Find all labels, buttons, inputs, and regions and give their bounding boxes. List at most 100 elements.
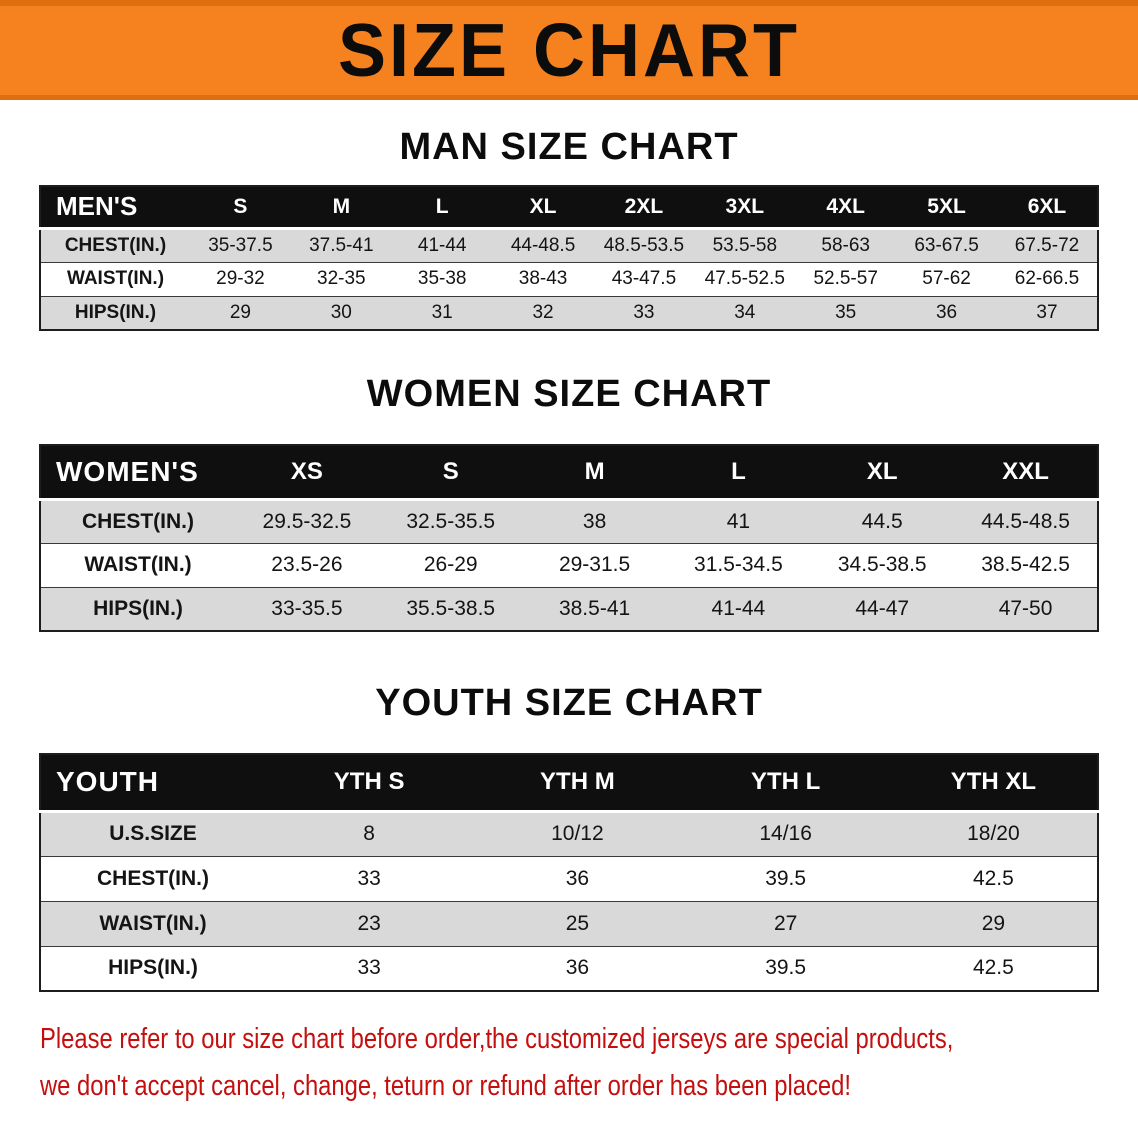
measurement-row: WAIST(IN.) 23.5-26 26-29 29-31.5 31.5-34.5 34… xyxy=(40,543,1098,587)
size-value-cell: 33 xyxy=(357,956,381,980)
size-value-cell: 43-47.5 xyxy=(611,268,677,289)
row-label: HIPS(IN.) xyxy=(93,596,183,620)
men-size-table: MEN'S S M L XL 2XL 3XL 4XL 5XL 6XL CHEST(IN.) 35-37… xyxy=(39,185,1099,331)
size-value-cell: 53.5-58 xyxy=(712,234,778,256)
size-value-cell: 52.5-57 xyxy=(813,268,878,289)
size-value-cell: 35-38 xyxy=(417,268,467,289)
section-men: MAN SIZE CHART MEN'S S M L XL 2XL 3XL 4XL 5XL 6XL C… xyxy=(0,126,1138,331)
disclaimer-line-1: Please refer to our size chart before or… xyxy=(40,1023,954,1055)
men-section-heading: MAN SIZE CHART xyxy=(399,126,739,168)
size-value-cell: 41-44 xyxy=(711,596,766,620)
size-value-cell: 42.5 xyxy=(972,956,1014,980)
size-value-cell: 37.5-41 xyxy=(309,234,374,256)
row-label: WAIST(IN.) xyxy=(99,911,207,935)
youth-size-table: YOUTH YTH S YTH M YTH L YTH XL U.S.SIZE 8 10/12… xyxy=(39,753,1099,992)
size-value-cell: 48.5-53.5 xyxy=(603,234,685,256)
chart-sections: MAN SIZE CHART MEN'S S M L XL 2XL 3XL 4XL 5XL 6XL C… xyxy=(0,126,1138,992)
header-row: WOMEN'S XS S M L XL XXL xyxy=(40,445,1098,501)
size-value-cell: 58-63 xyxy=(821,234,870,256)
disclaimer-line-2: we don't accept cancel, change, teturn o… xyxy=(40,1070,851,1102)
size-value-cell: 47-50 xyxy=(998,596,1053,620)
size-value-cell: 10/12 xyxy=(551,822,604,845)
size-value-cell: 63-67.5 xyxy=(914,234,979,256)
size-value-cell: 32.5-35.5 xyxy=(406,509,496,533)
measurement-row: HIPS(IN.) 29 30 31 32 33 34 35 36 37 xyxy=(40,296,1098,330)
table-title: YOUTH xyxy=(40,754,265,813)
row-label: CHEST(IN.) xyxy=(97,866,209,890)
size-column-header: YTH S xyxy=(265,754,474,813)
size-value-cell: 30 xyxy=(330,301,352,323)
measurement-row: HIPS(IN.) 33-35.5 35.5-38.5 38.5-41 41-44 44-… xyxy=(40,587,1098,631)
size-value-cell: 35-37.5 xyxy=(208,234,273,256)
measurement-row: CHEST(IN.) 33 36 39.5 42.5 xyxy=(40,856,1098,901)
size-value-cell: 23 xyxy=(357,911,381,935)
size-column-header: 5XL xyxy=(896,186,997,230)
size-column-header: L xyxy=(666,445,811,501)
size-value-cell: 39.5 xyxy=(765,956,807,980)
size-value-cell: 44-48.5 xyxy=(510,234,576,256)
size-value-cell: 36 xyxy=(935,301,958,323)
measurement-row: CHEST(IN.) 29.5-32.5 32.5-35.5 38 41 44.5 44.5… xyxy=(40,499,1098,543)
size-value-cell: 41 xyxy=(726,509,751,533)
size-value-cell: 34.5-38.5 xyxy=(837,553,927,576)
size-value-cell: 47.5-52.5 xyxy=(704,268,785,289)
size-value-cell: 29-31.5 xyxy=(558,553,631,576)
size-column-header: S xyxy=(378,445,523,501)
size-value-cell: 8 xyxy=(363,822,375,845)
size-value-cell: 14/16 xyxy=(759,822,812,845)
size-column-header: XL xyxy=(810,445,955,501)
size-value-cell: 33 xyxy=(633,301,655,323)
size-value-cell: 38 xyxy=(582,509,607,533)
row-label: U.S.SIZE xyxy=(109,822,197,845)
row-label: HIPS(IN.) xyxy=(74,301,157,323)
table-title: MEN'S xyxy=(40,186,190,230)
measurement-row: U.S.SIZE 8 10/12 14/16 18/20 xyxy=(40,811,1098,856)
size-value-cell: 31.5-34.5 xyxy=(694,553,783,576)
size-value-cell: 35 xyxy=(835,301,857,323)
size-value-cell: 36 xyxy=(565,866,590,890)
row-label: HIPS(IN.) xyxy=(108,956,198,980)
size-value-cell: 36 xyxy=(565,956,590,980)
size-value-cell: 38.5-41 xyxy=(558,596,631,620)
section-youth: YOUTH SIZE CHART YOUTH YTH S YTH M YTH L YTH … xyxy=(0,682,1138,992)
size-value-cell: 67.5-72 xyxy=(1014,234,1080,256)
section-women: WOMEN SIZE CHART WOMEN'S XS S M L XL XXL CHEST(I… xyxy=(0,373,1138,632)
youth-section-heading: YOUTH SIZE CHART xyxy=(375,682,763,724)
size-value-cell: 18/20 xyxy=(967,822,1020,845)
measurement-row: CHEST(IN.) 35-37.5 37.5-41 41-44 44-48.5 48.5… xyxy=(40,228,1098,262)
women-size-table: WOMEN'S XS S M L XL XXL CHEST(IN.) 29.5-32.5 32.5… xyxy=(39,444,1099,632)
size-column-header: S xyxy=(190,186,291,230)
size-column-header: M xyxy=(522,445,667,501)
size-value-cell: 31 xyxy=(431,301,453,323)
row-label: WAIST(IN.) xyxy=(66,268,165,289)
row-label: CHEST(IN.) xyxy=(82,509,194,533)
size-value-cell: 25 xyxy=(565,911,590,935)
page-title: SIZE CHART xyxy=(338,8,800,93)
measurement-row: WAIST(IN.) 29-32 32-35 35-38 38-43 43-47.5 47.… xyxy=(40,262,1098,296)
size-value-cell: 38-43 xyxy=(518,268,568,289)
size-column-header: YTH XL xyxy=(889,754,1098,813)
banner: SIZE CHART xyxy=(0,0,1138,100)
size-column-header: XS xyxy=(235,445,379,501)
size-value-cell: 33-35.5 xyxy=(271,596,343,620)
table-title: WOMEN'S xyxy=(40,445,235,501)
size-column-header: 3XL xyxy=(694,186,796,230)
size-column-header: XXL xyxy=(954,445,1098,501)
size-value-cell: 44.5 xyxy=(861,509,903,533)
size-value-cell: 29-32 xyxy=(216,268,265,289)
size-column-header: M xyxy=(290,186,392,230)
measurement-row: WAIST(IN.) 23 25 27 29 xyxy=(40,901,1098,946)
size-value-cell: 37 xyxy=(1036,301,1058,323)
size-value-cell: 34 xyxy=(734,301,756,323)
row-label: WAIST(IN.) xyxy=(84,553,192,576)
size-column-header: YTH L xyxy=(681,754,890,813)
row-label: CHEST(IN.) xyxy=(64,234,167,256)
size-column-header: 2XL xyxy=(593,186,695,230)
measurement-row: HIPS(IN.) 33 36 39.5 42.5 xyxy=(40,946,1098,991)
size-value-cell: 27 xyxy=(773,911,798,935)
size-value-cell: 23.5-26 xyxy=(271,553,343,576)
size-value-cell: 44.5-48.5 xyxy=(981,509,1070,533)
size-value-cell: 26-29 xyxy=(423,553,478,576)
size-column-header: L xyxy=(391,186,493,230)
size-column-header: 4XL xyxy=(795,186,897,230)
